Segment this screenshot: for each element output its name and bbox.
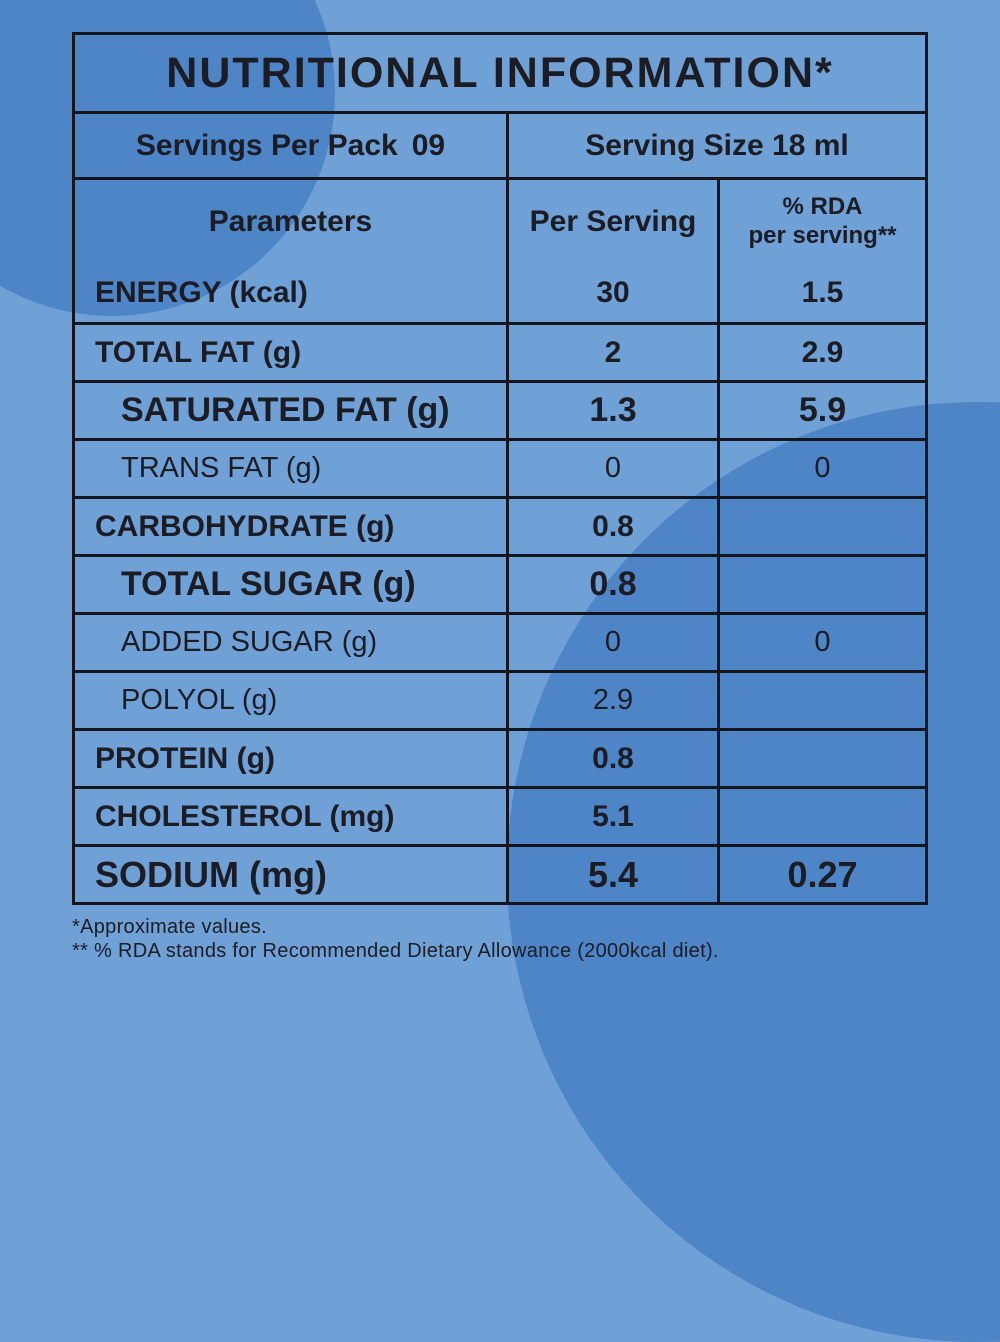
serving-size-cell: Serving Size 18 ml: [509, 114, 925, 177]
table-row: CARBOHYDRATE (g) 0.8: [75, 496, 925, 554]
row-value-rda: 0: [814, 452, 831, 484]
header-rda: % RDA per serving**: [720, 180, 925, 264]
table-row: TOTAL FAT (g) 2 2.9: [75, 322, 925, 380]
row-label: TRANS FAT (g): [75, 441, 509, 496]
table-row: TRANS FAT (g) 0 0: [75, 438, 925, 496]
nutrition-table: NUTRITIONAL INFORMATION* Servings Per Pa…: [72, 32, 928, 905]
row-value-per-serving: 0.8: [509, 557, 720, 612]
row-value-rda: 1.5: [801, 276, 844, 309]
table-row: ENERGY (kcal) 30 1.5: [75, 264, 925, 322]
table-row: CHOLESTEROL (mg) 5.1: [75, 786, 925, 844]
header-per-serving-label: Per Serving: [529, 205, 697, 238]
column-header-row: Parameters Per Serving % RDA per serving…: [75, 177, 925, 264]
row-value-rda: 5.9: [798, 391, 847, 429]
serving-size-label: Serving Size 18 ml: [585, 128, 849, 162]
row-value-per-serving: 5.4: [509, 847, 720, 902]
table-row: POLYOL (g) 2.9: [75, 670, 925, 728]
row-value-per-serving: 2.9: [509, 673, 720, 728]
header-parameters: Parameters: [75, 180, 509, 264]
servings-per-pack-label: Servings Per Pack: [135, 128, 398, 162]
table-title: NUTRITIONAL INFORMATION*: [166, 48, 834, 97]
row-value-per-serving: 2: [509, 325, 720, 380]
table-row: PROTEIN (g) 0.8: [75, 728, 925, 786]
row-value-rda: [720, 789, 925, 844]
row-value-rda: 2.9: [801, 335, 844, 369]
row-value-per-serving: 5.1: [509, 789, 720, 844]
header-rda-line1: % RDA: [782, 193, 863, 221]
table-row: ADDED SUGAR (g) 0 0: [75, 612, 925, 670]
table-row: SODIUM (mg) 5.4 0.27: [75, 844, 925, 902]
row-label: PROTEIN (g): [75, 731, 509, 786]
table-row: SATURATED FAT (g) 1.3 5.9: [75, 380, 925, 438]
row-value-rda: [720, 731, 925, 786]
row-label: TOTAL FAT (g): [75, 325, 509, 380]
servings-per-pack-cell: Servings Per Pack 09: [75, 114, 509, 177]
row-label: SATURATED FAT (g): [75, 383, 509, 438]
row-value-per-serving: 0: [509, 615, 720, 670]
table-row: TOTAL SUGAR (g) 0.8: [75, 554, 925, 612]
row-value-per-serving: 1.3: [509, 383, 720, 438]
row-label: ADDED SUGAR (g): [75, 615, 509, 670]
header-rda-line2: per serving**: [748, 222, 897, 249]
header-parameters-label: Parameters: [208, 205, 373, 238]
row-value-rda: [720, 673, 925, 728]
row-value-per-serving: 0: [509, 441, 720, 496]
header-per-serving: Per Serving: [509, 180, 720, 264]
row-value-rda: 0: [814, 626, 831, 658]
row-value-per-serving: 30: [509, 264, 720, 322]
servings-row: Servings Per Pack 09 Serving Size 18 ml: [75, 111, 925, 177]
row-label: SODIUM (mg): [75, 847, 509, 902]
row-label: CARBOHYDRATE (g): [75, 499, 509, 554]
footnote-rda: ** % RDA stands for Recommended Dietary …: [72, 940, 719, 962]
row-label: POLYOL (g): [75, 673, 509, 728]
header-rda-label: % RDA per serving**: [748, 193, 896, 251]
row-label: ENERGY (kcal): [75, 264, 509, 322]
row-label: TOTAL SUGAR (g): [75, 557, 509, 612]
row-value-rda: [720, 557, 925, 612]
table-title-row: NUTRITIONAL INFORMATION*: [75, 35, 925, 111]
row-value-rda: 0.27: [787, 853, 858, 895]
footnote-approximate: *Approximate values.: [72, 916, 267, 938]
row-value-rda: [720, 499, 925, 554]
servings-per-pack-value: 09: [411, 128, 446, 162]
row-label: CHOLESTEROL (mg): [75, 789, 509, 844]
footnotes: *Approximate values. ** % RDA stands for…: [72, 915, 719, 963]
row-value-per-serving: 0.8: [509, 499, 720, 554]
row-value-per-serving: 0.8: [509, 731, 720, 786]
